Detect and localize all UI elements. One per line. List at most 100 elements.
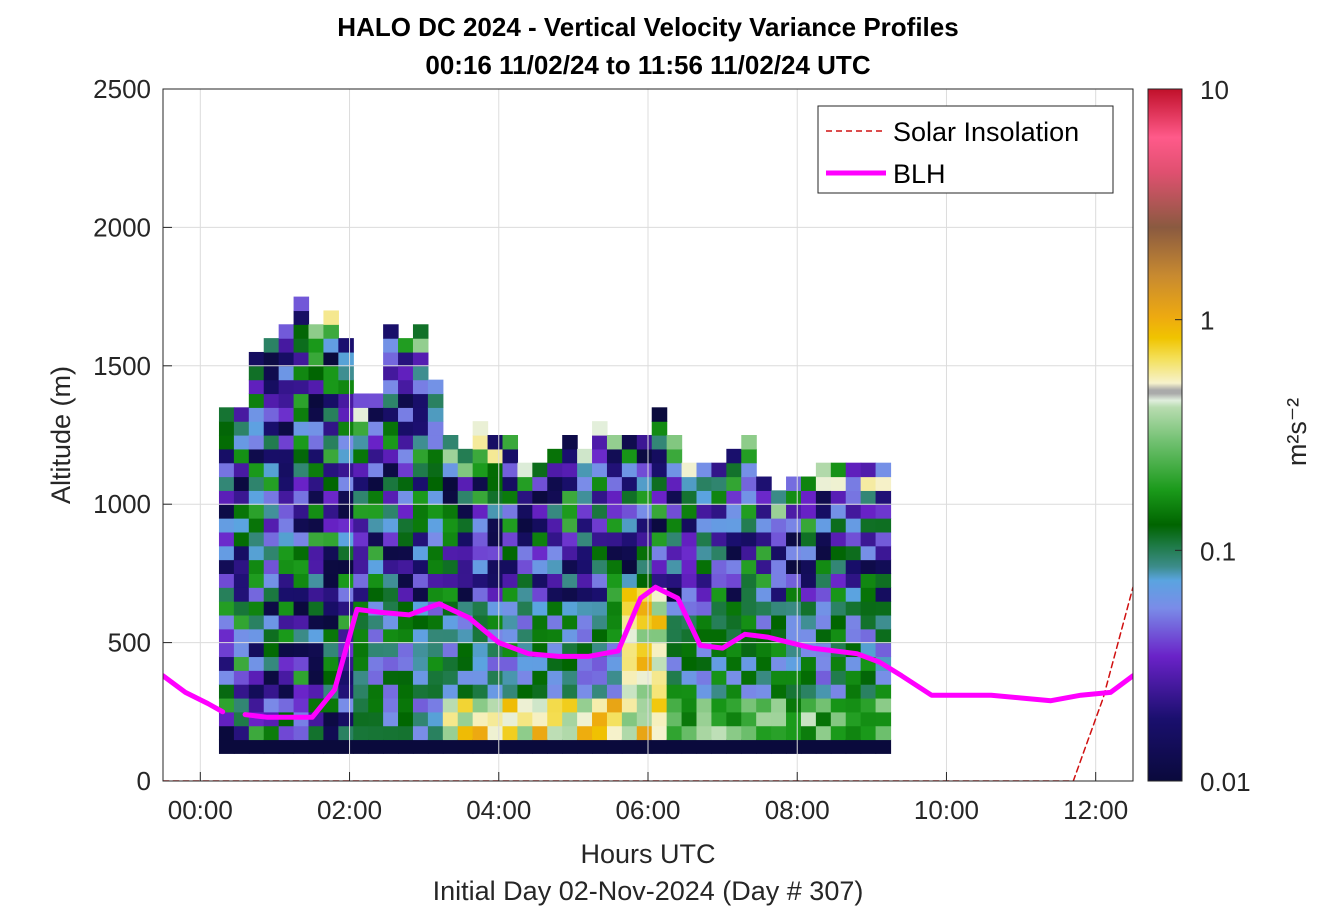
heatmap-cell (577, 490, 593, 505)
heatmap-cell (756, 614, 772, 630)
heatmap-cell (278, 379, 295, 395)
heatmap-cell (248, 421, 265, 436)
heatmap-cell (383, 435, 399, 450)
heatmap-cell (278, 725, 295, 741)
heatmap-cell (368, 725, 384, 741)
heatmap-cell (606, 559, 623, 574)
heatmap-cell (442, 573, 459, 588)
heatmap-cell (726, 739, 742, 754)
heatmap-cell (800, 545, 817, 561)
heatmap-cell (502, 614, 519, 630)
heatmap-cell (741, 545, 757, 561)
heatmap-cell (293, 642, 310, 658)
heatmap-cell (233, 462, 250, 478)
heatmap-cell (368, 739, 384, 754)
heatmap-cell (577, 448, 593, 464)
heatmap-cell (278, 476, 295, 491)
heatmap-cell (815, 587, 832, 602)
heatmap-cell (472, 518, 489, 533)
heatmap-cell (517, 697, 533, 713)
heatmap-cell (636, 476, 653, 491)
heatmap-cell (502, 670, 519, 685)
heatmap-cell (308, 559, 325, 574)
heatmap-cell (263, 628, 280, 644)
heatmap-cell (606, 601, 623, 616)
heatmap-cell (308, 642, 325, 658)
heatmap-cell (547, 518, 563, 533)
heatmap-cell (696, 518, 713, 533)
heatmap-cell (502, 628, 519, 644)
heatmap-cell (263, 338, 280, 353)
heatmap-cell (248, 379, 265, 395)
heatmap-cell (368, 531, 384, 547)
heatmap-cell (412, 628, 429, 644)
heatmap-cell (472, 448, 489, 464)
heatmap-cell (741, 725, 757, 741)
heatmap-cell (472, 435, 489, 450)
heatmap-cell (457, 628, 474, 644)
heatmap-cell (353, 642, 369, 658)
heatmap-cell (621, 684, 638, 699)
heatmap-cell (726, 697, 742, 713)
heatmap-cell (532, 684, 548, 699)
heatmap-cell (517, 545, 533, 561)
heatmap-cell (412, 448, 429, 464)
heatmap-cell (472, 642, 489, 658)
heatmap-cell (726, 656, 742, 671)
y-tick-label: 2500 (93, 74, 151, 104)
heatmap-cell (621, 739, 638, 754)
heatmap-cell (293, 379, 310, 395)
heatmap-cell (756, 531, 772, 547)
heatmap-cell (383, 518, 399, 533)
heatmap-cell (233, 490, 250, 505)
heatmap-cell (218, 670, 235, 685)
heatmap-cell (696, 670, 713, 685)
heatmap-cell (233, 504, 250, 519)
heatmap-cell (711, 601, 727, 616)
heatmap-cell (636, 518, 653, 533)
heatmap-cell (487, 614, 504, 630)
heatmap-cell (606, 490, 623, 505)
heatmap-cell (845, 670, 862, 685)
heatmap-cell (651, 697, 668, 713)
heatmap-cell (517, 476, 533, 491)
heatmap-cell (875, 711, 892, 727)
heatmap-cell (248, 697, 265, 713)
heatmap-cell (875, 573, 892, 588)
heatmap-cell (383, 697, 399, 713)
heatmap-cell (323, 379, 339, 395)
heatmap-cell (651, 476, 668, 491)
heatmap-cell (248, 559, 265, 574)
heatmap-cell (457, 697, 474, 713)
heatmap-cell (532, 559, 548, 574)
heatmap-cell (592, 697, 608, 713)
heatmap-cell (636, 559, 653, 574)
heatmap-cell (412, 739, 429, 754)
heatmap-cell (815, 670, 832, 685)
series-lines (163, 584, 1133, 781)
heatmap-cell (606, 711, 623, 727)
heatmap-cell (427, 587, 444, 602)
heatmap-cell (606, 614, 623, 630)
heatmap-cell (368, 711, 384, 727)
y-tick-label: 1500 (93, 351, 151, 381)
x-tick-label: 04:00 (466, 795, 531, 825)
heatmap-cell (412, 476, 429, 491)
heatmap-cell (621, 697, 638, 713)
heatmap-cell (800, 739, 817, 754)
x-tick-label: 08:00 (765, 795, 830, 825)
heatmap-cell (577, 684, 593, 699)
heatmap-cell (412, 421, 429, 436)
heatmap-cell (606, 462, 623, 478)
heatmap-cell (875, 504, 892, 519)
heatmap-cell (248, 739, 265, 754)
heatmap-cell (233, 684, 250, 699)
heatmap-cell (636, 725, 653, 741)
heatmap-cell (711, 628, 727, 644)
heatmap-cell (651, 531, 668, 547)
heatmap-cell (442, 504, 459, 519)
heatmap-cell (293, 296, 310, 312)
heatmap-cell (875, 601, 892, 616)
heatmap-cell (621, 518, 638, 533)
heatmap-cell (278, 531, 295, 547)
